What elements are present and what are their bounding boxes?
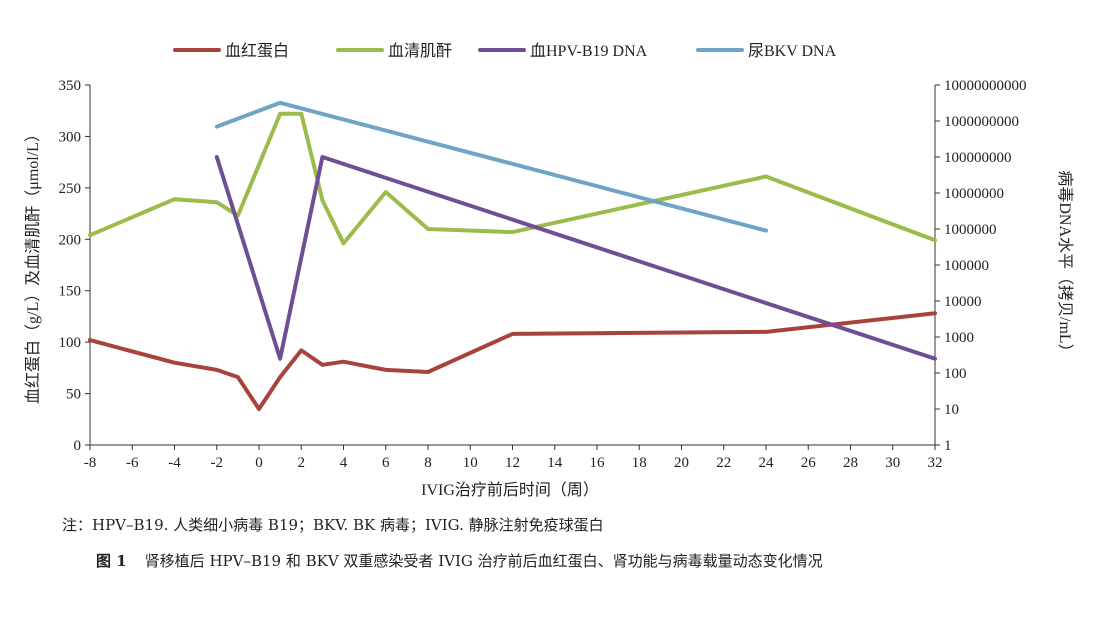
dual-axis-line-chart: 血红蛋白 血清肌酐 血HPV-B19 DNA 尿BKV DNA -8 -6 -4 -2 0 2 4…: [24, 42, 1074, 499]
series-line-4: [214, 100, 768, 233]
x-tick-label: 4: [340, 455, 348, 471]
left-tick-label: 350: [59, 78, 82, 94]
legend-label-2: 血清肌酐: [388, 42, 452, 60]
x-tick-label: 2: [298, 455, 306, 471]
left-tick-label: 250: [59, 181, 82, 197]
x-tick-label: 12: [505, 455, 520, 471]
right-tick-label: 1000000: [944, 222, 997, 238]
right-tick-label: 10000: [944, 294, 982, 310]
x-tick-label: 16: [590, 455, 606, 471]
legend-label-3: 血HPV-B19 DNA: [530, 42, 648, 60]
legend: 血红蛋白 血清肌酐 血HPV-B19 DNA 尿BKV DNA: [173, 42, 837, 60]
figure-caption: 图 1 肾移植后 HPV–B19 和 BKV 双重感染受者 IVIG 治疗前后血红…: [96, 550, 823, 571]
left-axis-title: 血红蛋白（g/L）及血清肌酐（μmol/L）: [24, 126, 42, 404]
left-tick-label: 300: [59, 129, 82, 145]
x-tick-label: 30: [885, 455, 900, 471]
x-tick-label: 24: [759, 455, 775, 471]
x-tick-label: 18: [632, 455, 647, 471]
series-line-2: [88, 111, 937, 246]
x-tick-label: 20: [674, 455, 689, 471]
legend-label-1: 血红蛋白: [225, 42, 289, 60]
x-tick-label: 26: [801, 455, 817, 471]
left-tick-label: 50: [66, 387, 81, 403]
x-tick-label: -8: [84, 455, 97, 471]
x-tick-label: 22: [716, 455, 731, 471]
right-tick-label: 100000000: [944, 150, 1012, 166]
x-axis-title: IVIG治疗前后时间（周）: [421, 481, 599, 499]
x-tick-label: -6: [126, 455, 139, 471]
x-tick-label: 10: [463, 455, 478, 471]
right-tick-label: 100000: [944, 258, 989, 274]
right-tick-label: 100: [944, 366, 967, 382]
right-tick-label: 1000000000: [944, 114, 1019, 130]
left-tick-label: 200: [59, 232, 82, 248]
x-tick-label: 32: [928, 455, 943, 471]
legend-label-4: 尿BKV DNA: [748, 42, 837, 60]
left-tick-label: 0: [74, 438, 82, 454]
right-tick-label: 10000000: [944, 186, 1004, 202]
left-tick-label: 100: [59, 335, 82, 351]
right-tick-label: 10000000000: [944, 78, 1027, 94]
right-tick-label: 1: [944, 438, 952, 454]
right-axis-title: 病毒DNA水平（拷贝/mL）: [1056, 170, 1074, 359]
axes: -8 -6 -4 -2 0 2 4 6 8 10 12 14 16 18 20 22 24 26 28 30 32050…: [59, 78, 1027, 471]
x-tick-label: 14: [547, 455, 563, 471]
right-tick-label: 10: [944, 402, 959, 418]
right-tick-label: 1000: [944, 330, 974, 346]
series-line-3: [214, 155, 937, 361]
footnote: 注：HPV–B19. 人类细小病毒 B19；BKV. BK 病毒；IVIG. 静…: [62, 516, 604, 534]
x-tick-label: 0: [255, 455, 263, 471]
left-tick-label: 150: [59, 284, 82, 300]
figure-caption-text: 肾移植后 HPV–B19 和 BKV 双重感染受者 IVIG 治疗前后血红蛋白、…: [144, 552, 823, 570]
x-tick-label: -4: [168, 455, 181, 471]
x-tick-label: 8: [424, 455, 432, 471]
series-line-1: [88, 311, 937, 411]
x-tick-label: 28: [843, 455, 858, 471]
x-tick-label: -2: [211, 455, 224, 471]
x-tick-label: 6: [382, 455, 390, 471]
figure-number: 图 1: [96, 552, 127, 570]
series-layer: [88, 100, 937, 411]
